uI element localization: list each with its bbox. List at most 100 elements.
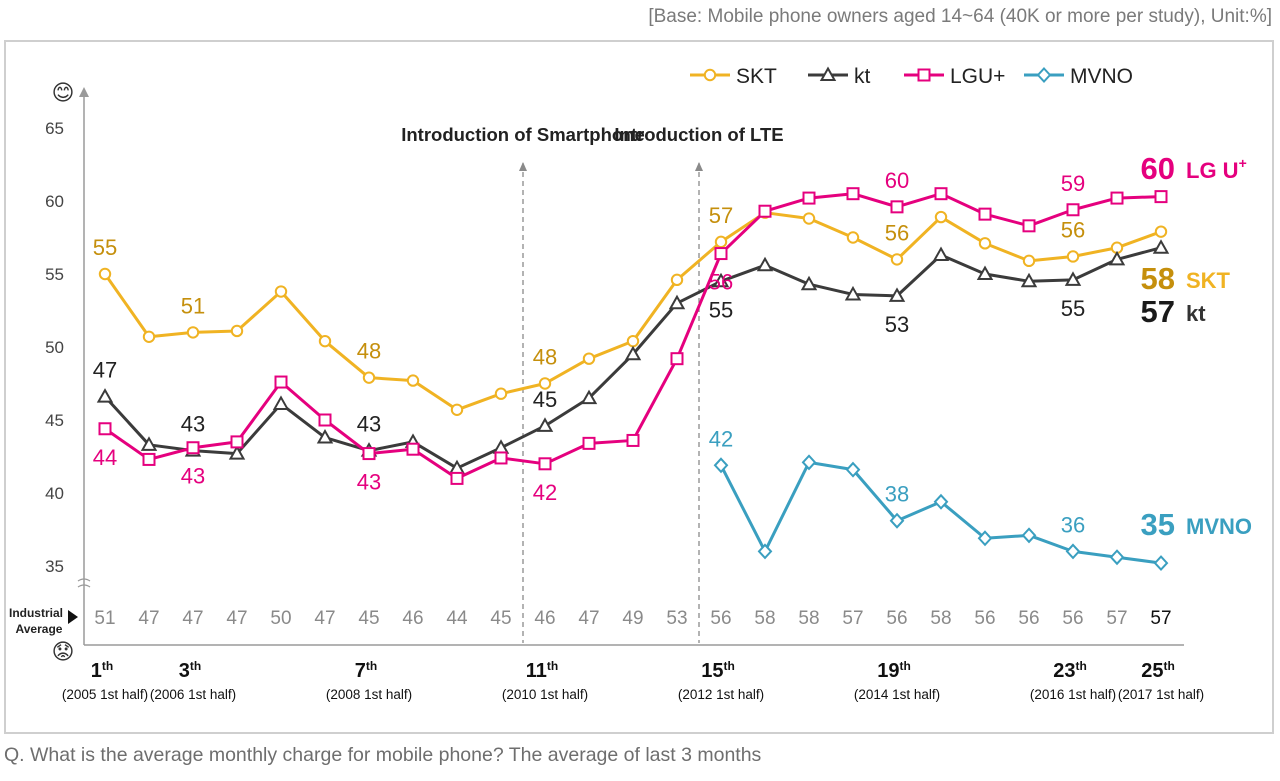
data-point — [582, 352, 596, 365]
industrial-average-value: 45 — [358, 608, 379, 629]
x-period-label: (2008 1st half) — [326, 687, 412, 702]
data-label: 56 — [709, 270, 733, 295]
data-point — [318, 413, 332, 427]
data-label: 44 — [93, 445, 117, 470]
x-period-label: (2005 1st half) — [62, 687, 148, 702]
y-tick-label: 45 — [45, 411, 64, 430]
x-tick-label: 15th — [701, 659, 735, 682]
data-point — [846, 231, 860, 244]
data-label: 38 — [885, 482, 909, 507]
data-point — [932, 246, 950, 262]
data-point — [934, 210, 948, 224]
data-point — [757, 543, 773, 560]
x-period-label: (2010 1st half) — [502, 687, 588, 702]
end-series-label: SKT — [1186, 268, 1231, 293]
legend-label: LGU+ — [950, 65, 1005, 88]
chart-frame — [4, 40, 1274, 734]
industrial-average-value: 56 — [1062, 608, 1083, 629]
y-axis-arrow — [79, 87, 89, 97]
event-arrow — [519, 162, 527, 171]
data-point — [316, 428, 334, 444]
x-tick-label: 7th — [355, 659, 377, 682]
industrial-average-value: 56 — [974, 608, 995, 629]
data-label: 55 — [709, 297, 733, 322]
x-tick-label: 1th — [91, 659, 113, 682]
y-tick-label: 35 — [45, 557, 64, 576]
data-point — [712, 272, 730, 288]
data-point — [142, 452, 156, 466]
industrial-average-value: 50 — [270, 608, 291, 629]
data-label: 43 — [181, 464, 205, 489]
data-point — [802, 212, 816, 225]
data-label: 53 — [885, 312, 909, 337]
data-point — [1154, 190, 1168, 204]
end-series-label: LG U+ — [1186, 155, 1247, 183]
data-point — [713, 457, 729, 474]
industrial-average-value: 46 — [534, 608, 555, 629]
data-point — [98, 422, 112, 436]
data-point — [450, 471, 464, 485]
industrial-average-value: 47 — [226, 608, 247, 629]
axis-break-mark — [77, 578, 91, 588]
data-point — [846, 187, 860, 201]
y-tick-label: 50 — [45, 338, 64, 357]
data-point — [98, 267, 112, 281]
end-value-label: 35 — [1141, 507, 1175, 542]
data-point — [1065, 543, 1081, 560]
data-point — [670, 273, 684, 287]
x-tick-label: 19th — [877, 659, 911, 682]
industrial-average-value: 56 — [1018, 608, 1039, 629]
industrial-average-value: 58 — [930, 608, 951, 629]
data-point — [1152, 239, 1170, 254]
data-point — [318, 334, 332, 348]
industrial-average-value: 58 — [754, 608, 775, 629]
end-value-label: 57 — [1141, 294, 1175, 329]
legend-label: kt — [854, 65, 871, 88]
data-point — [1022, 219, 1036, 233]
data-point — [1066, 250, 1080, 263]
event-label: Introduction of Smartphone — [401, 124, 645, 145]
data-point — [1109, 549, 1125, 566]
industrial-average-value: 46 — [402, 608, 423, 629]
data-label: 56 — [1061, 217, 1085, 242]
data-point — [890, 200, 904, 214]
industrial-average-label: Industrial — [9, 606, 63, 620]
data-label: 56 — [885, 220, 909, 245]
data-point — [845, 461, 861, 478]
data-point — [230, 435, 244, 449]
data-point — [1108, 250, 1126, 266]
data-point — [536, 417, 554, 432]
data-label: 48 — [533, 345, 557, 370]
y-tick-label: 65 — [45, 119, 64, 138]
data-point — [889, 512, 905, 529]
data-point — [978, 207, 992, 221]
data-label: 47 — [93, 358, 117, 383]
legend-marker — [917, 68, 931, 82]
data-point — [1153, 555, 1169, 572]
survey-question: Q. What is the average monthly charge fo… — [4, 744, 762, 766]
data-point — [230, 324, 244, 338]
data-point — [626, 433, 640, 447]
data-point — [1064, 271, 1082, 286]
data-point — [714, 235, 728, 249]
legend-marker — [703, 68, 717, 82]
data-point — [1022, 254, 1036, 268]
x-period-label: (2016 1st half) — [1030, 687, 1116, 702]
x-period-label: (2017 1st half) — [1118, 687, 1204, 702]
data-point — [96, 388, 114, 403]
industrial-average-value: 58 — [798, 608, 819, 629]
data-point — [800, 275, 818, 291]
series-line-skt — [103, 211, 1162, 412]
data-point — [186, 441, 200, 455]
end-series-label: MVNO — [1186, 514, 1252, 539]
x-tick-label: 11th — [526, 659, 558, 682]
data-point — [1066, 203, 1080, 217]
data-point — [626, 334, 640, 348]
data-point — [756, 256, 774, 272]
data-label: 55 — [93, 235, 117, 260]
data-point — [274, 285, 288, 298]
y-tick-label: 40 — [45, 484, 64, 503]
industrial-average-label: Average — [16, 622, 63, 636]
data-label: 43 — [357, 412, 381, 437]
data-label: 59 — [1061, 171, 1085, 196]
